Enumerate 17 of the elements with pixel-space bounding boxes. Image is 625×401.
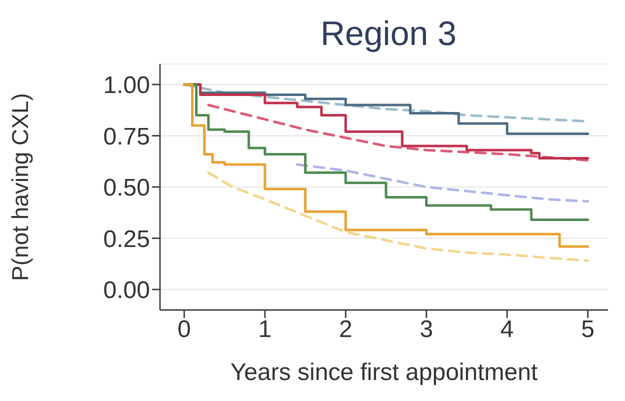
chart-title: Region 3 (319, 14, 458, 55)
line-series (207, 104, 590, 162)
x-tick-label: 5 (581, 316, 594, 344)
x-tick-label: 2 (338, 316, 352, 344)
y-tick-label: 0.50 (103, 174, 150, 202)
x-tick-label: 0 (178, 316, 191, 344)
line-series (207, 171, 590, 262)
x-tick-label: 3 (420, 316, 434, 344)
y-tick-label: 0.00 (103, 277, 150, 304)
y-axis-title: P(not having CXL) (7, 93, 34, 281)
x-axis-title: Years since first appointment (230, 359, 538, 386)
y-tick-label: 1.00 (103, 72, 150, 100)
x-tick-label: 4 (500, 316, 514, 344)
y-tick-label: 0.25 (103, 226, 150, 253)
y-tick-label: 0.75 (103, 123, 150, 150)
line-series (296, 163, 590, 203)
x-tick-label: 1 (258, 316, 272, 344)
